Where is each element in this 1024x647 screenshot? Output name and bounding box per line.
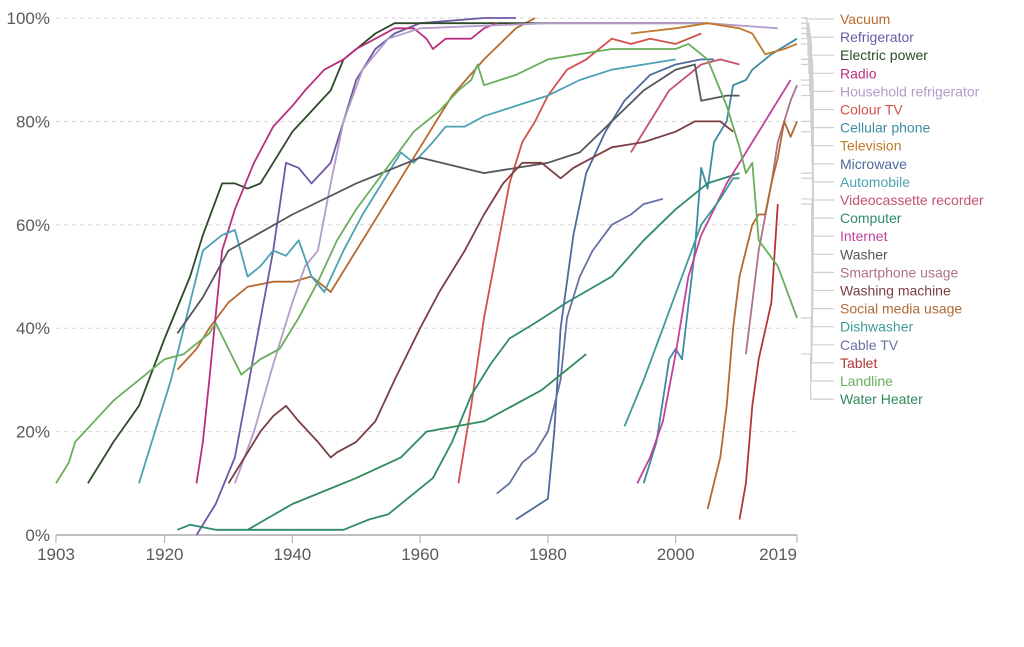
legend-label: Automobile bbox=[840, 174, 910, 190]
x-tick-label: 1960 bbox=[401, 545, 439, 564]
legend-label: Computer bbox=[840, 210, 902, 226]
legend-label: Colour TV bbox=[840, 102, 903, 118]
x-axis: 1903 1920 1940 1960 1980 2000 2019 bbox=[37, 534, 798, 564]
legend-label: Internet bbox=[840, 228, 888, 244]
y-tick-label: 40% bbox=[16, 319, 50, 338]
legend-connector bbox=[801, 120, 834, 310]
y-tick-label: 100% bbox=[7, 9, 50, 28]
series-line-cellular-phone bbox=[642, 37, 798, 484]
x-tick-label: 2000 bbox=[657, 545, 695, 564]
legend-connector bbox=[801, 22, 834, 74]
series-line-water-heater bbox=[247, 353, 587, 531]
legend-connector bbox=[801, 172, 834, 219]
legend-label: Dishwasher bbox=[840, 319, 913, 335]
series-line-vacuum bbox=[176, 17, 536, 371]
y-tick-label: 0% bbox=[25, 526, 50, 545]
legend-label: Videocassette recorder bbox=[840, 192, 984, 208]
legend-label: Microwave bbox=[840, 156, 907, 172]
series-line-internet bbox=[636, 79, 792, 484]
legend-connector bbox=[801, 17, 834, 38]
legend-label: Social media usage bbox=[840, 301, 962, 317]
gridlines bbox=[56, 17, 797, 433]
legend-label: Vacuum bbox=[840, 11, 890, 27]
x-tick-label: 1903 bbox=[37, 545, 75, 564]
legend-label: Tablet bbox=[840, 355, 877, 371]
series-line-dishwasher bbox=[623, 177, 740, 427]
legend-label: Electric power bbox=[840, 47, 928, 63]
series-line-washing-machine bbox=[227, 120, 734, 484]
legend-connector bbox=[801, 317, 834, 382]
legend-label: Household refrigerator bbox=[840, 83, 980, 99]
series-line-electric-power bbox=[87, 22, 708, 484]
legend-label: Washer bbox=[840, 246, 888, 262]
legend-label: Water Heater bbox=[840, 391, 923, 407]
series-line-microwave bbox=[515, 58, 714, 521]
series-line-landline bbox=[55, 43, 798, 484]
series-line-cable-tv bbox=[496, 198, 664, 495]
series-lines bbox=[55, 17, 798, 536]
legend-label: Smartphone usage bbox=[840, 264, 959, 280]
legend-label: Landline bbox=[840, 373, 893, 389]
legend-label: Radio bbox=[840, 65, 877, 81]
series-line-smartphone-usage bbox=[745, 84, 798, 355]
series-line-radio bbox=[195, 22, 498, 484]
y-tick-label: 80% bbox=[16, 112, 50, 131]
legend-connector bbox=[801, 58, 834, 165]
legend-label: Refrigerator bbox=[840, 29, 914, 45]
series-line-videocassette-recorder bbox=[630, 58, 740, 153]
legend-connector bbox=[801, 203, 834, 364]
legend: Vacuum Refrigerator Electric power Radio Hou… bbox=[801, 11, 984, 407]
legend-connector bbox=[801, 353, 834, 400]
x-tick-label: 2019 bbox=[759, 545, 797, 564]
legend-label: Television bbox=[840, 138, 901, 154]
x-tick-label: 1940 bbox=[273, 545, 311, 564]
legend-connector bbox=[801, 131, 834, 292]
series-line-automobile bbox=[138, 58, 676, 484]
y-tick-label: 60% bbox=[16, 216, 50, 235]
series-line-television bbox=[630, 22, 798, 56]
series-line-tablet bbox=[738, 204, 779, 520]
legend-connector bbox=[801, 32, 834, 111]
x-tick-label: 1980 bbox=[529, 545, 567, 564]
series-line-washer bbox=[176, 63, 740, 334]
legend-label: Washing machine bbox=[840, 283, 951, 299]
series-line-computer bbox=[177, 172, 740, 531]
x-tick-label: 1920 bbox=[146, 545, 184, 564]
y-tick-label: 20% bbox=[16, 423, 50, 442]
legend-connector bbox=[801, 38, 834, 129]
legend-connector bbox=[801, 79, 834, 237]
legend-connector bbox=[801, 94, 834, 255]
series-line-social-media-usage bbox=[706, 120, 798, 510]
legend-label: Cellular phone bbox=[840, 120, 930, 136]
legend-label: Cable TV bbox=[840, 337, 899, 353]
series-line-household-refrigerator bbox=[234, 22, 778, 484]
y-axis-ticks: 0% 20% 40% 60% 80% 100% bbox=[7, 9, 50, 545]
